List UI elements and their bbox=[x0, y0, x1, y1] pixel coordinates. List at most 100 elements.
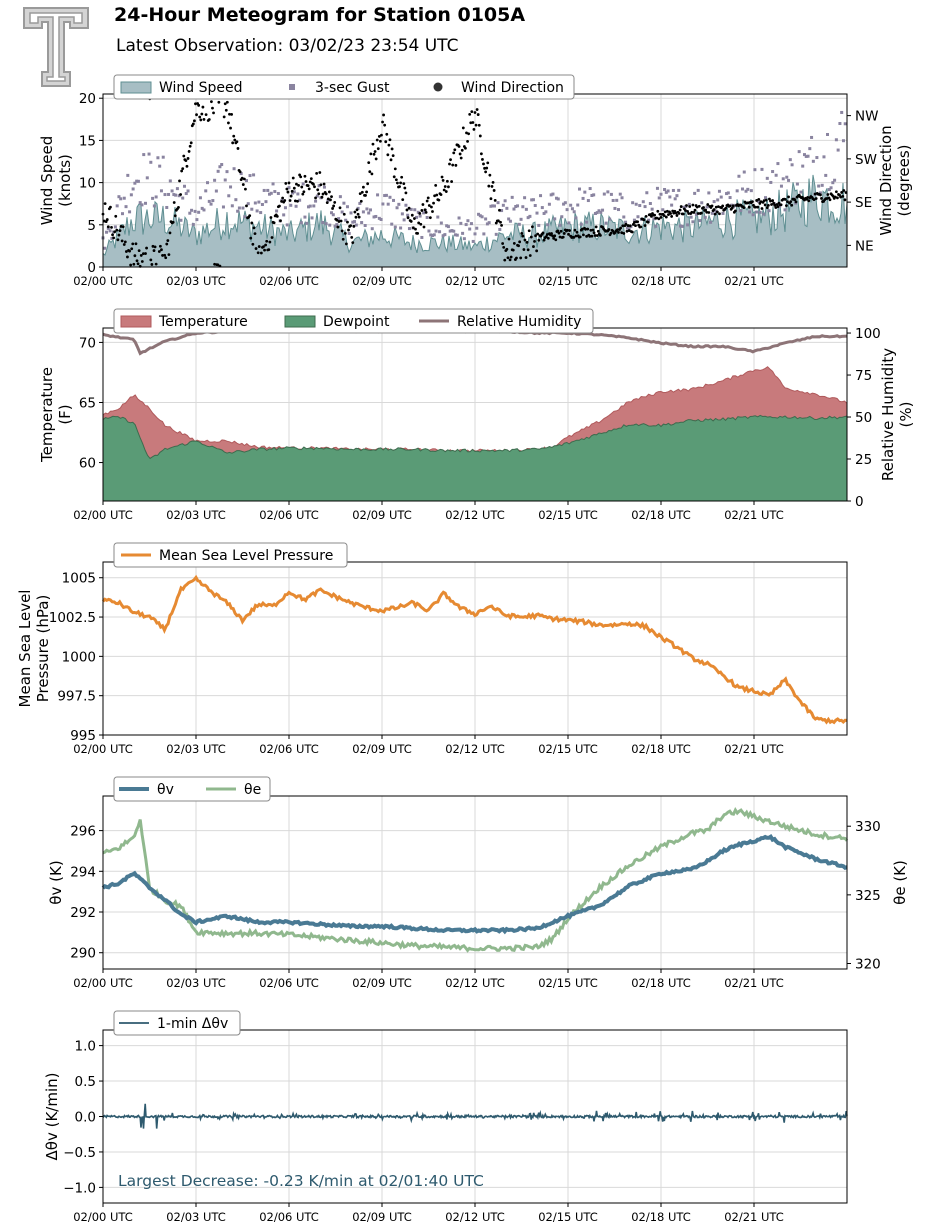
wind-direction-point bbox=[712, 208, 716, 211]
wind-direction-point bbox=[589, 228, 593, 232]
wind-direction-point bbox=[542, 238, 546, 242]
wind-direction-point bbox=[679, 205, 683, 208]
gust-point bbox=[836, 148, 840, 152]
gust-point bbox=[627, 227, 631, 231]
wind-direction-point bbox=[443, 185, 447, 188]
wind-direction-point bbox=[179, 193, 182, 196]
wind-direction-point bbox=[528, 254, 532, 257]
wind-direction-point bbox=[536, 232, 540, 236]
gust-point bbox=[795, 182, 799, 186]
wind-direction-point bbox=[653, 213, 657, 217]
wind-direction-point bbox=[619, 226, 623, 230]
wind-direction-point bbox=[831, 194, 835, 198]
wind-direction-point bbox=[284, 182, 288, 185]
y-tick-label: 0.5 bbox=[75, 1074, 96, 1090]
wind-direction-point bbox=[130, 247, 134, 251]
wind-direction-point bbox=[223, 102, 227, 106]
gust-point bbox=[273, 190, 277, 194]
legend-label: Relative Humidity bbox=[457, 314, 581, 330]
wind-direction-point bbox=[336, 225, 340, 229]
gust-point bbox=[234, 198, 238, 202]
gust-point bbox=[271, 182, 275, 186]
wind-direction-point bbox=[586, 227, 590, 231]
gust-point bbox=[407, 227, 411, 231]
gust-point bbox=[170, 189, 174, 193]
gust-point bbox=[383, 194, 387, 198]
wind-direction-point bbox=[160, 248, 163, 252]
wind-direction-point bbox=[695, 205, 699, 209]
wind-direction-point bbox=[820, 197, 823, 200]
wind-direction-point bbox=[387, 143, 391, 147]
gust-point bbox=[197, 210, 201, 214]
wind-direction-point bbox=[111, 233, 114, 237]
gust-point bbox=[569, 203, 573, 207]
wind-direction-point bbox=[460, 148, 464, 152]
gust-point bbox=[218, 165, 222, 169]
delta-theta-line bbox=[102, 1103, 848, 1129]
wind-direction-point bbox=[374, 157, 378, 161]
gust-point bbox=[285, 223, 289, 227]
gust-point bbox=[161, 155, 165, 159]
gust-point bbox=[721, 211, 725, 215]
legend-label: Dewpoint bbox=[323, 314, 390, 330]
wind-direction-point bbox=[592, 231, 596, 235]
gust-point bbox=[384, 193, 388, 197]
wind-direction-point bbox=[702, 206, 705, 209]
gust-point bbox=[650, 207, 654, 211]
wind-direction-point bbox=[553, 234, 557, 238]
gust-point bbox=[725, 192, 729, 196]
wind-direction-point bbox=[840, 191, 844, 194]
wind-direction-point bbox=[340, 229, 344, 233]
gust-point bbox=[625, 226, 629, 230]
gust-point bbox=[365, 207, 369, 211]
y-tick-label: 15 bbox=[79, 133, 96, 149]
wind-direction-point bbox=[216, 263, 220, 267]
wind-direction-point bbox=[231, 141, 235, 145]
wind-direction-point bbox=[658, 212, 662, 216]
wind-direction-point bbox=[103, 202, 107, 205]
wind-direction-point bbox=[713, 212, 717, 216]
gust-point bbox=[590, 193, 594, 197]
wind-direction-point bbox=[557, 231, 561, 235]
x-tick-label: 02/21 UTC bbox=[724, 742, 784, 756]
wind-direction-point bbox=[559, 229, 563, 233]
gust-point bbox=[705, 205, 709, 209]
y-tick-label: 1000 bbox=[62, 649, 96, 665]
wind-direction-point bbox=[774, 206, 778, 209]
wind-direction-point bbox=[121, 225, 125, 229]
gust-point bbox=[700, 201, 704, 205]
gust-point bbox=[459, 221, 463, 225]
wind-direction-point bbox=[520, 231, 524, 235]
wind-direction-point bbox=[290, 189, 294, 193]
y-axis-label: Wind Speed(knots) bbox=[38, 136, 74, 226]
gust-point bbox=[374, 214, 378, 218]
wind-direction-point bbox=[728, 204, 732, 208]
wind-direction-point bbox=[523, 238, 527, 242]
gust-point bbox=[691, 220, 695, 224]
wind-direction-point bbox=[200, 112, 204, 116]
wind-direction-point bbox=[785, 204, 788, 208]
wind-direction-point bbox=[202, 118, 206, 121]
gust-point bbox=[376, 193, 380, 197]
wind-direction-point bbox=[126, 255, 129, 259]
gust-point bbox=[282, 213, 286, 217]
gust-point bbox=[597, 209, 601, 213]
gust-point bbox=[340, 210, 344, 214]
wind-direction-point bbox=[191, 122, 195, 126]
wind-direction-point bbox=[663, 210, 667, 214]
gust-point bbox=[138, 201, 142, 205]
gust-point bbox=[666, 189, 670, 193]
wind-direction-point bbox=[488, 173, 492, 177]
legend-swatch bbox=[120, 81, 152, 94]
gust-point bbox=[415, 215, 419, 219]
legend: Temperature Dewpoint Relative Humidity bbox=[113, 308, 594, 334]
wind-direction-point bbox=[519, 256, 523, 260]
x-tick-label: 02/18 UTC bbox=[631, 508, 691, 522]
wind-direction-point bbox=[383, 123, 387, 127]
legend-label: Temperature bbox=[158, 314, 248, 330]
wind-direction-point bbox=[406, 216, 410, 220]
x-tick-label: 02/15 UTC bbox=[538, 1210, 598, 1224]
gust-point bbox=[547, 202, 551, 206]
wind-direction-point bbox=[813, 192, 817, 196]
gust-point bbox=[530, 198, 534, 202]
